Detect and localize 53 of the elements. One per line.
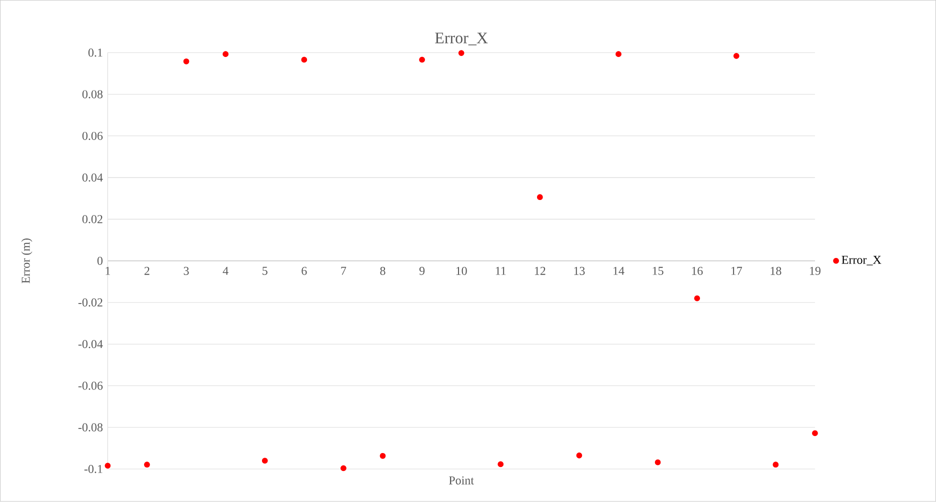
- x-tick-label: 12: [534, 267, 546, 276]
- point: [222, 51, 229, 58]
- y-tick-label: 0.06: [82, 132, 103, 140]
- x-tick-label: 1: [106, 267, 110, 275]
- point: [498, 461, 504, 468]
- x-tick-label: 13: [574, 267, 585, 276]
- y-tick-label: -0.04: [78, 340, 103, 348]
- point: [419, 56, 425, 63]
- y-tick-label: -0.06: [78, 382, 103, 390]
- point: [654, 460, 661, 466]
- x-tick-label: 18: [770, 267, 782, 276]
- x-tick-label: 3: [184, 267, 189, 276]
- chart-title: Error_X: [435, 32, 488, 46]
- point: [812, 430, 818, 436]
- x-tick-label: 11: [496, 267, 506, 275]
- y-axis-title: Error (m): [21, 238, 32, 284]
- x-axis-title: Point: [449, 476, 474, 485]
- y-tick-label: 0.04: [82, 174, 103, 182]
- x-tick-label: 5: [262, 267, 268, 276]
- x-tick-label: 15: [652, 267, 664, 276]
- point: [262, 458, 268, 464]
- point: [576, 452, 582, 459]
- x-tick-label: 4: [222, 267, 228, 275]
- y-tick-label: 0.02: [82, 215, 102, 224]
- point: [104, 462, 111, 469]
- y-tick-label: -0.02: [78, 298, 102, 307]
- x-tick-label: 17: [731, 267, 742, 275]
- x-tick-label: 2: [144, 267, 150, 276]
- x-tick-label: 9: [419, 267, 425, 276]
- legend-label: Error_X: [842, 256, 882, 266]
- x-tick-label: 14: [614, 267, 624, 275]
- point: [380, 453, 386, 460]
- point: [301, 56, 308, 63]
- x-tick-label: 10: [456, 267, 467, 276]
- y-tick-label: -0.1: [84, 465, 102, 474]
- point: [733, 53, 740, 60]
- point: [458, 50, 464, 56]
- x-tick-label: 6: [302, 267, 307, 276]
- point: [694, 296, 700, 302]
- y-tick-label: 0: [97, 256, 103, 266]
- point: [340, 465, 346, 472]
- point: [772, 462, 779, 468]
- x-tick-label: 16: [692, 267, 703, 276]
- point: [616, 51, 622, 58]
- y-tick-label: 0.1: [88, 48, 102, 57]
- x-tick-label: 7: [341, 267, 346, 275]
- x-tick-label: 8: [380, 267, 386, 276]
- point: [144, 462, 150, 468]
- x-tick-label: 19: [810, 267, 820, 276]
- point: [536, 194, 543, 200]
- y-tick-label: -0.08: [78, 423, 103, 432]
- point: [183, 58, 190, 65]
- y-tick-label: 0.08: [82, 90, 103, 99]
